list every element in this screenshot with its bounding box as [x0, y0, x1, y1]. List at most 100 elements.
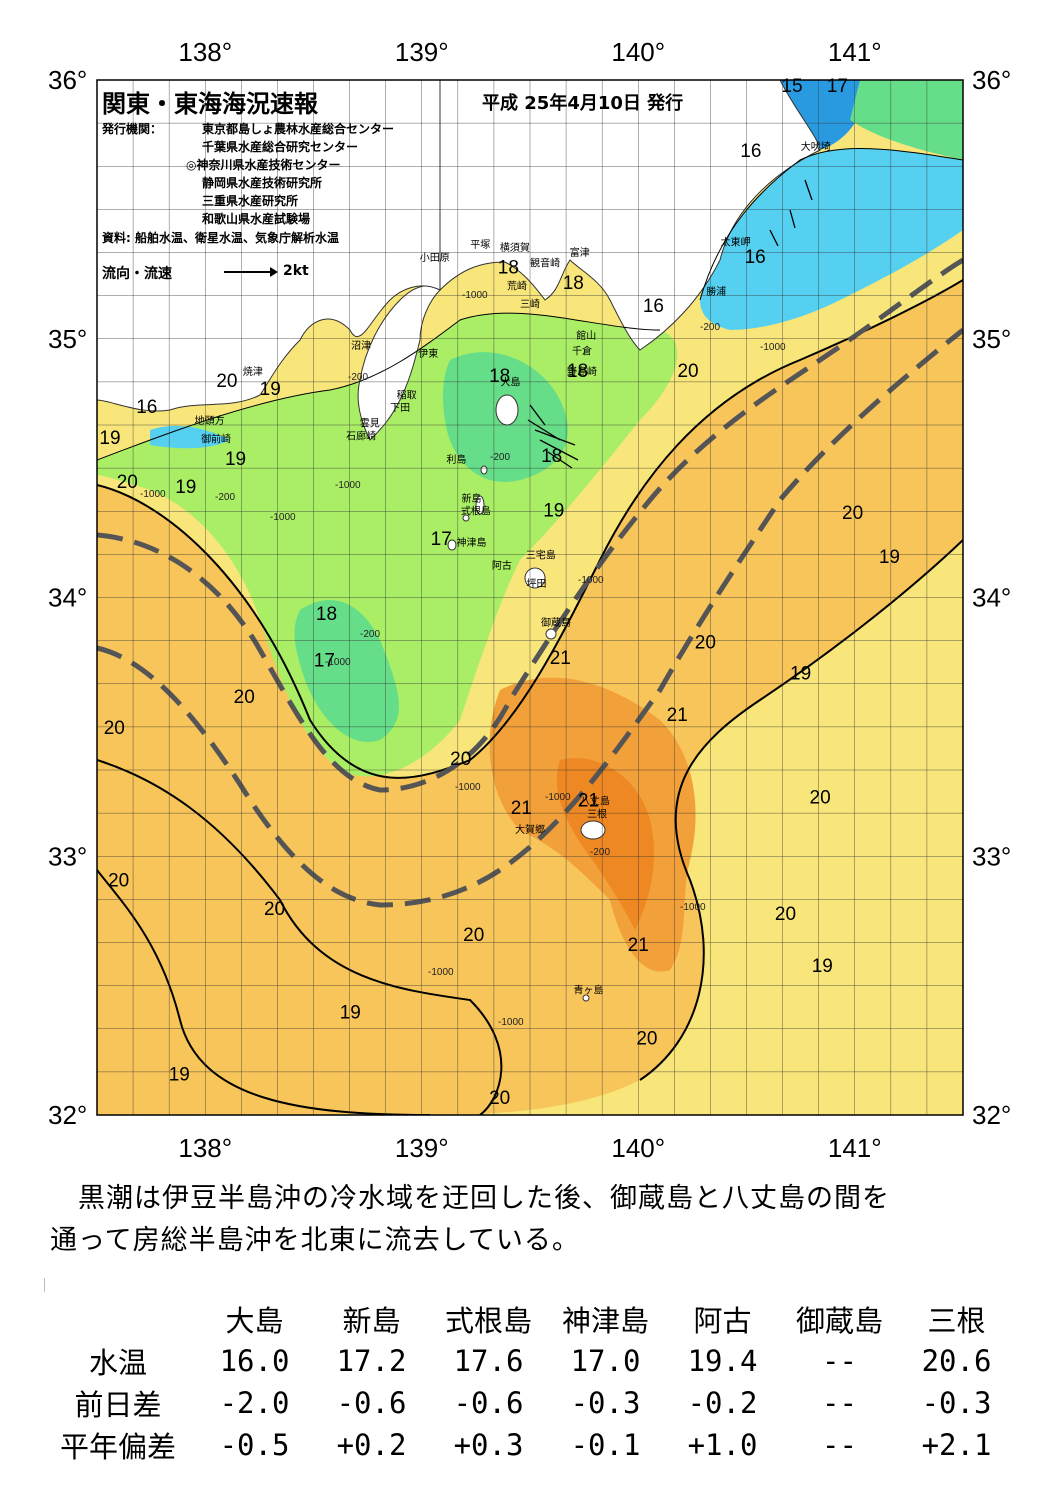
depth-label: -200: [490, 452, 510, 463]
flow-arrow: [529, 404, 546, 426]
table-cell: 17.6: [453, 1344, 524, 1378]
place-name: 焼津: [243, 366, 263, 378]
isotherm-18-line: [97, 312, 661, 461]
isotherm-label: 20: [216, 371, 237, 392]
table-cell: 20.6: [921, 1344, 992, 1378]
latitude-label: 35°: [48, 324, 87, 354]
isotherm-label: 16: [643, 296, 664, 317]
place-name: 三根: [587, 807, 607, 820]
place-name: 利島: [446, 453, 466, 466]
depth-label: -200: [590, 847, 610, 858]
depth-label: -1000: [498, 1017, 524, 1028]
place-name: 勝浦: [706, 285, 726, 298]
place-name: 横須賀: [500, 241, 530, 254]
water-17-zone: [294, 600, 399, 742]
place-name: 富津: [570, 246, 590, 259]
isotherm-label: 17: [827, 76, 848, 97]
sea-temperature-map: 138° 138° 139° 139° 140° 140° 141° 141° 36° 36° 35…: [48, 37, 1011, 1160]
isotherm-label: 19: [543, 501, 564, 522]
table-header: 三根: [927, 1304, 986, 1338]
isotherm-label: 21: [511, 798, 532, 819]
flow-arrow: [527, 419, 561, 441]
isotherm-label: 20: [117, 472, 138, 493]
table-cell: -0.3: [921, 1386, 992, 1420]
longitude-label: 138°: [178, 1133, 232, 1160]
agency-item: 三重県水産研究所: [202, 194, 299, 208]
map-canvas: 138° 138° 139° 139° 140° 140° 141° 141° 36° 36° 35…: [48, 37, 1011, 1160]
isotherm-label: 16: [745, 247, 766, 268]
isotherm-label: 21: [628, 935, 649, 956]
table-cell: -0.6: [336, 1386, 407, 1420]
longitude-label: 139°: [395, 1133, 449, 1160]
isotherm-label: 20: [450, 749, 471, 770]
place-name: 館山: [576, 329, 596, 342]
data-sources: 資料: 船舶水温、衛星水温、気象庁解析水温: [102, 231, 339, 245]
island-niijima: [475, 495, 485, 515]
latitude-label: 36°: [48, 65, 87, 95]
flow-arrow: [804, 179, 813, 201]
isotherm-label: 20: [463, 925, 484, 946]
place-name: 坪田: [526, 577, 546, 590]
isotherm-label: 20: [775, 904, 796, 925]
flow-arrow: [789, 209, 796, 229]
isotherm-label: 19: [260, 379, 281, 400]
summary-line: 黒潮は伊豆半島沖の冷水域を迂回した後、御蔵島と八丈島の間を: [50, 1183, 890, 1214]
table-cell: --: [822, 1428, 857, 1462]
flow-legend-label: 流向・流速: [102, 266, 172, 282]
depth-label: -200: [360, 629, 380, 640]
isotherm-label: 20: [636, 1028, 657, 1049]
isotherm-20-south-line: [97, 869, 431, 1115]
depth-label: -1000: [545, 792, 571, 803]
isotherm-label: 20: [234, 687, 255, 708]
map-frame: [96, 79, 964, 1116]
flow-legend-arrow-icon: [224, 267, 278, 277]
isotherm-label: 19: [790, 664, 811, 685]
kuroshio-axis-current: [97, 257, 963, 793]
agencies-label: 発行機関：: [102, 122, 163, 136]
isotherm-16-line: [699, 147, 963, 301]
isotherm-label: 20: [695, 632, 716, 653]
isotherm-label: 18: [316, 604, 337, 625]
water-16-enshu: [150, 425, 230, 449]
isotherm-label: 15: [781, 76, 802, 97]
table-cell: -0.1: [570, 1428, 641, 1462]
table-header-row: 大島 新島 式根島 神津島 阿古 御蔵島 三根: [40, 1298, 1015, 1340]
table-header: 神津島: [561, 1304, 649, 1338]
isotherm-label: 18: [489, 366, 510, 387]
table-header: 大島: [225, 1304, 284, 1338]
isotherm-label: 20: [677, 361, 698, 382]
latitude-label: 36°: [972, 65, 1011, 95]
table-cell: 17.0: [570, 1344, 641, 1378]
graticule: [97, 80, 963, 1115]
depth-label: -1000: [335, 480, 361, 491]
agency-item: 静岡県水産技術研究所: [202, 176, 323, 190]
place-name: 沼津: [351, 339, 371, 352]
water-22-core: [556, 758, 655, 930]
place-name: 青ヶ島: [573, 983, 603, 996]
water-15-choshi: [780, 80, 863, 150]
isotherm-label: 18: [541, 446, 562, 467]
isotherm-20-mid-line: [97, 759, 503, 1115]
isotherm-label: 19: [879, 547, 900, 568]
table-cell: -0.5: [219, 1428, 290, 1462]
latitude-label: 35°: [972, 324, 1011, 354]
isotherm-label: 20: [842, 503, 863, 524]
agency-item: ◎神奈川県水産技術センター: [186, 158, 341, 172]
table-row: 平年偏差 -0.5 +0.2 +0.3 -0.1 +1.0 -- +2.1: [40, 1424, 1015, 1466]
latitude-label: 32°: [972, 1100, 1011, 1130]
latitude-label: 33°: [972, 841, 1011, 871]
depth-label: -1000: [578, 575, 604, 586]
depth-label: -1000: [680, 902, 706, 913]
map-title: 関東・東海海況速報: [102, 90, 318, 118]
place-name: 八丈島: [580, 795, 610, 808]
place-name: 御蔵島: [541, 616, 571, 629]
longitude-label: 140°: [611, 37, 665, 67]
isotherm-label: 20: [104, 718, 125, 739]
place-name: 新島: [462, 492, 482, 505]
table-row: 前日差 -2.0 -0.6 -0.6 -0.3 -0.2 -- -0.3: [40, 1382, 1015, 1424]
summary-line: 通って房総半島沖を北東に流去している。: [50, 1225, 580, 1256]
kuroshio-axis-past: [97, 328, 963, 908]
table-cell: --: [822, 1344, 857, 1378]
table-header: 式根島: [444, 1304, 532, 1338]
water-20-south: [97, 760, 502, 1115]
